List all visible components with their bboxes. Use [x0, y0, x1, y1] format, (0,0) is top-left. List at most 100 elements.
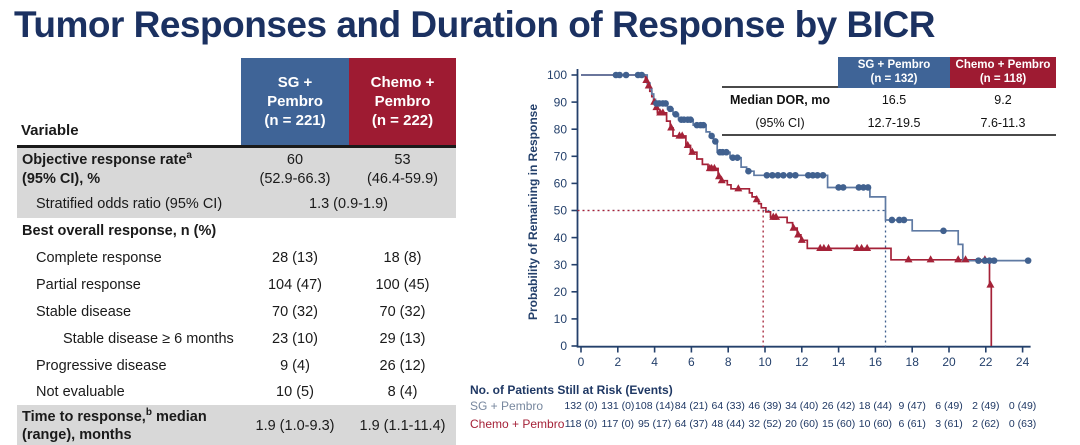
censor-circle-icon — [819, 171, 827, 179]
at-risk-value: 0 (49) — [1008, 400, 1037, 412]
row-value-sg: 23 (10) — [272, 331, 318, 348]
at-risk-value: 20 (60) — [785, 418, 819, 430]
censor-circle-icon — [638, 71, 646, 79]
table-row: Progressive disease 9 (4) 26 (12) — [17, 353, 456, 380]
row-value-sg: 1.9 (1.0-9.3) — [255, 417, 335, 434]
row-value-chemo: 18 (8) — [383, 250, 422, 267]
censor-circle-icon — [804, 171, 812, 179]
censor-circle-icon — [864, 184, 872, 191]
at-risk-value: 95 (17) — [637, 418, 672, 430]
censor-triangle-icon — [717, 176, 726, 184]
at-risk-value: 118 (0) — [564, 418, 598, 430]
censor-circle-icon — [708, 132, 715, 140]
censor-triangle-icon — [715, 172, 723, 180]
row-label: Stratified odds ratio (95% CI) — [36, 196, 223, 213]
y-tick-label: 20 — [554, 285, 568, 299]
censor-triangle-icon — [797, 235, 806, 243]
censor-triangle-icon — [904, 255, 913, 263]
at-risk-value: 64 (33) — [711, 400, 745, 412]
censor-triangle-icon — [857, 243, 866, 252]
variable-header: Variable — [21, 122, 79, 139]
x-tick-label: 22 — [979, 355, 993, 369]
response-table-body: Objective response ratea (95% CI), % 60 (52… — [17, 145, 456, 445]
x-tick-label: 12 — [795, 355, 809, 369]
at-risk-value: 18 (44) — [858, 400, 893, 412]
censor-circle-icon — [860, 184, 867, 191]
row-value-sg: 60 (52.9-66.3) — [259, 152, 331, 187]
row-value-chemo: 70 (32) — [379, 304, 426, 321]
censor-triangle-icon — [710, 163, 719, 172]
at-risk-value: 34 (40) — [785, 400, 819, 412]
y-tick-label: 10 — [554, 312, 568, 326]
page-title: Tumor Responses and Duration of Response… — [14, 4, 935, 45]
x-tick-label: 14 — [832, 355, 846, 369]
censor-triangle-icon — [961, 255, 970, 263]
censor-triangle-icon — [734, 184, 743, 192]
censor-triangle-icon — [667, 123, 676, 131]
y-tick-label: 50 — [554, 204, 568, 218]
table-row: Not evaluable 10 (5) 8 (4) — [17, 380, 456, 405]
inset-column-header: Chemo + Pembro (n = 118) — [950, 57, 1056, 88]
censor-circle-icon — [786, 171, 794, 179]
y-axis-title: Probability of Remaining in Response — [526, 104, 540, 320]
censor-circle-icon — [780, 171, 787, 179]
at-risk-value: 2 (62) — [972, 418, 1000, 430]
at-risk-value: 10 (60) — [858, 418, 893, 430]
censor-circle-icon — [986, 257, 993, 264]
censor-circle-icon — [774, 171, 782, 179]
y-tick-label: 70 — [554, 150, 568, 164]
row-value-sg: 104 (47) — [267, 277, 322, 294]
response-table: Variable SG + Pembro (n = 221) Chemo + P… — [17, 58, 456, 445]
table-row: Objective response ratea (95% CI), % 60 (52… — [17, 148, 456, 191]
row-value-merged: 1.3 (0.9-1.9) — [309, 196, 388, 213]
inset-column-header: SG + Pembro (n = 132) — [838, 57, 950, 88]
censor-circle-icon — [900, 216, 908, 224]
at-risk-value: 48 (44) — [711, 418, 745, 430]
censor-circle-icon — [672, 110, 680, 118]
at-risk-value: 117 (0) — [601, 418, 635, 430]
censor-circle-icon — [729, 154, 737, 161]
x-tick-label: 20 — [942, 355, 956, 369]
row-label: Not evaluable — [36, 384, 125, 401]
inset-value-sg: 16.5 — [881, 92, 907, 107]
table-row: Best overall response, n (%) — [17, 218, 456, 245]
at-risk-row-label: SG + Pembro — [470, 399, 544, 413]
censor-triangle-icon — [658, 108, 667, 116]
y-tick-label: 80 — [554, 122, 568, 136]
censor-circle-icon — [814, 171, 821, 179]
censor-triangle-icon — [644, 81, 653, 89]
censor-circle-icon — [763, 171, 771, 179]
x-tick-label: 6 — [688, 355, 695, 369]
censor-circle-icon — [687, 116, 694, 124]
censor-circle-icon — [666, 105, 674, 113]
censor-circle-icon — [616, 71, 623, 79]
inset-header-spacer — [722, 57, 838, 88]
censor-circle-icon — [981, 257, 989, 264]
table-row: Stable disease 70 (32) 70 (32) — [17, 299, 456, 326]
at-risk-value: 9 (47) — [898, 400, 926, 412]
censor-triangle-icon — [688, 147, 697, 155]
censor-triangle-icon — [863, 243, 872, 252]
censor-circle-icon — [1024, 257, 1032, 264]
at-risk-value: 32 (52) — [748, 418, 782, 430]
x-tick-label: 2 — [614, 355, 621, 369]
censor-circle-icon — [855, 184, 863, 191]
x-tick-label: 18 — [906, 355, 920, 369]
censor-circle-icon — [700, 121, 707, 129]
y-tick-label: 60 — [554, 177, 568, 191]
row-label: Objective response ratea (95% CI), % — [22, 150, 192, 187]
censor-circle-icon — [896, 216, 903, 224]
at-risk-value: 108 (14) — [635, 400, 675, 412]
row-value-sg: 9 (4) — [280, 358, 310, 375]
x-tick-label: 8 — [725, 355, 732, 369]
censor-triangle-icon — [824, 243, 833, 252]
row-value-chemo: 100 (45) — [375, 277, 430, 294]
at-risk-row-label: Chemo + Pembro — [470, 417, 565, 431]
inset-row-label: Median DOR, mo — [729, 92, 830, 107]
row-value-sg: 10 (5) — [276, 384, 314, 401]
censor-triangle-icon — [986, 280, 995, 288]
censor-circle-icon — [839, 184, 847, 191]
at-risk-value: 6 (61) — [898, 418, 926, 430]
dor-chart: 0 10 20 30 40 50 60 70 80 90 100 0 2 4 6 8 10 12 14 16 18 20 2… — [465, 50, 1080, 385]
